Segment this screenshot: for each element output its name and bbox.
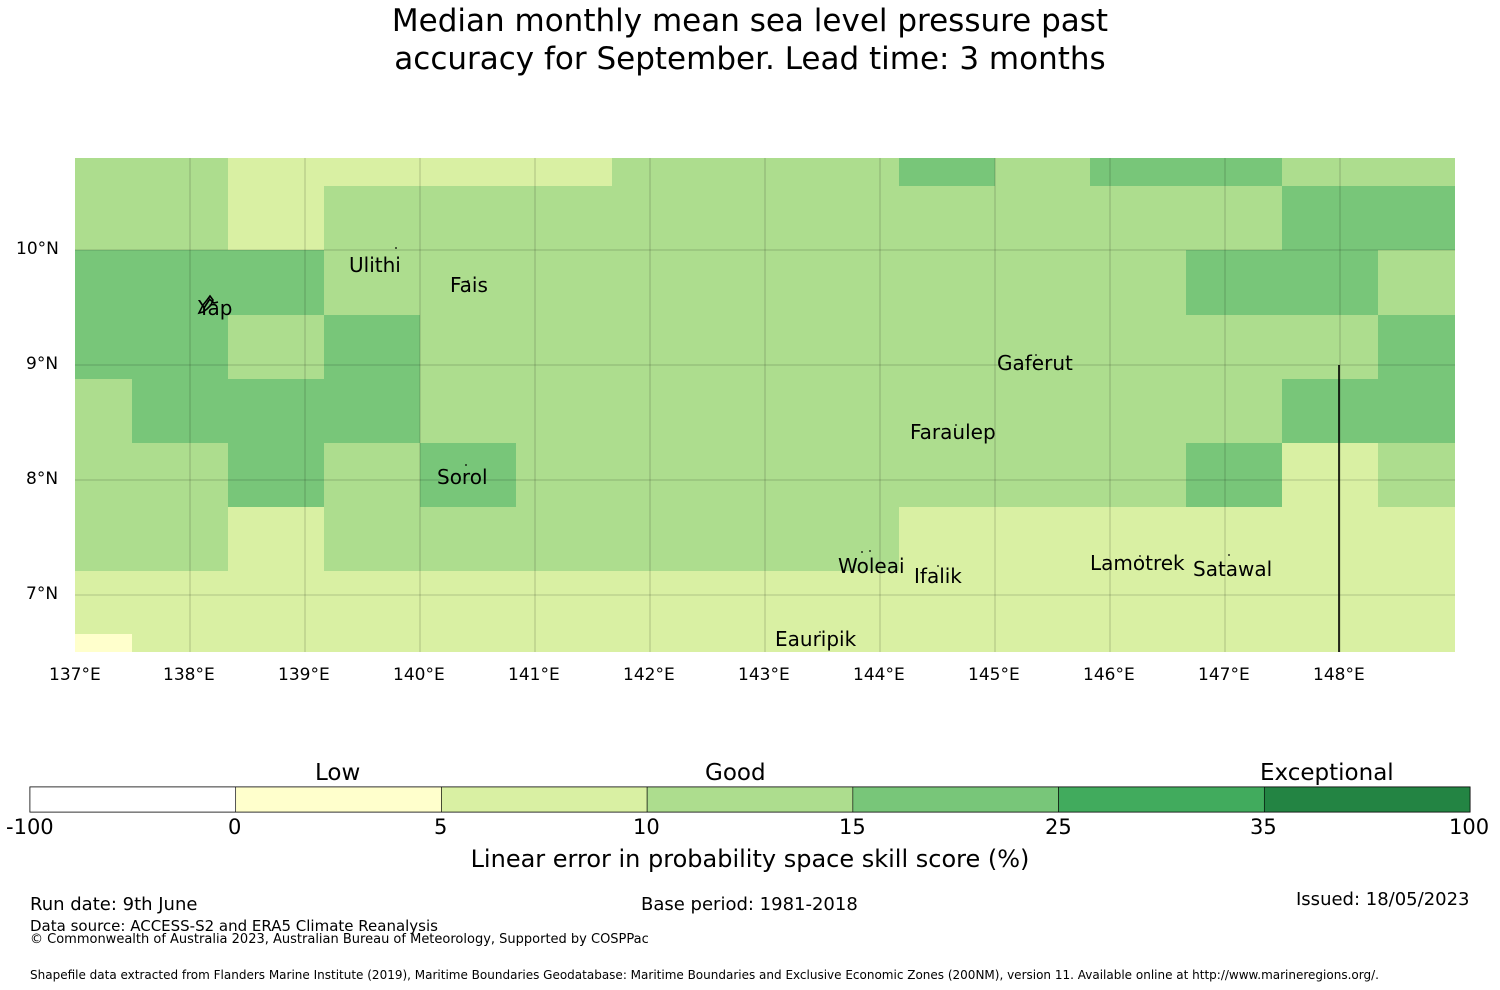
issued-date: Issued: 18/05/2023: [1296, 889, 1470, 910]
cb-tick-0: 0: [228, 815, 242, 839]
lon-label-138e: 138°E: [163, 665, 215, 685]
skill-cell: [1090, 158, 1282, 186]
lon-label-145e: 145°E: [968, 665, 1020, 685]
place-label-lamotrek: Lamotrek: [1090, 551, 1185, 575]
place-label-satawal: Satawal: [1193, 557, 1273, 581]
skill-grid-cells: [75, 158, 1455, 652]
skill-cell: [228, 507, 324, 571]
colorbar-segment: [852, 786, 1059, 813]
place-label-woleai: Woleai: [838, 554, 905, 578]
skill-cell: [228, 443, 324, 507]
lon-label-140e: 140°E: [393, 665, 445, 685]
copyright: © Commonwealth of Australia 2023, Austra…: [30, 932, 649, 947]
island-markers: [395, 247, 1230, 633]
skill-cell: [1282, 379, 1455, 443]
lon-label-148e: 148°E: [1313, 665, 1365, 685]
skill-cell: [75, 315, 228, 379]
cb-tick--100: -100: [6, 815, 54, 839]
cb-tick-10: 10: [633, 815, 660, 839]
skill-cell: [420, 443, 516, 507]
place-label-yap: Yap: [198, 296, 233, 320]
place-label-ulithi: Ulithi: [349, 253, 401, 277]
skill-cell: [75, 634, 132, 652]
colorbar-segment: [1058, 786, 1265, 813]
colorbar-segment: [1263, 786, 1471, 813]
skill-cell: [228, 186, 324, 250]
skill-cell: [1282, 443, 1378, 507]
lat-label-7n: 7°N: [26, 584, 59, 604]
place-label-gaferut: Gaferut: [997, 351, 1073, 375]
colorbar-title: Linear error in probability space skill …: [470, 845, 1030, 873]
place-label-ifalik: Ifalik: [914, 564, 962, 588]
base-period: Base period: 1981-2018: [641, 894, 858, 915]
cb-tick-35: 35: [1250, 815, 1277, 839]
run-date: Run date: 9th June: [30, 894, 198, 915]
data-source: Data source: ACCESS-S2 and ERA5 Climate …: [30, 917, 438, 935]
skill-cell: [324, 315, 420, 379]
lon-label-146e: 146°E: [1083, 665, 1135, 685]
title-line-2: accuracy for September. Lead time: 3 mon…: [394, 41, 1106, 77]
lon-label-141e: 141°E: [508, 665, 560, 685]
skill-cell: [1282, 186, 1455, 250]
place-label-sorol: Sorol: [437, 465, 488, 489]
legend-category-exceptional: Exceptional: [1260, 760, 1394, 786]
colorbar-segment: [29, 786, 237, 813]
title-line-1: Median monthly mean sea level pressure p…: [391, 3, 1109, 39]
place-label-fais: Fais: [450, 273, 488, 297]
skill-cell: [75, 571, 1455, 652]
place-label-faraulep: Faraulep: [910, 420, 996, 444]
skill-cell: [1186, 250, 1378, 315]
skill-cell: [1186, 443, 1282, 507]
lat-label-8n: 8°N: [26, 469, 59, 489]
lon-label-144e: 144°E: [853, 665, 905, 685]
colorbar-segment: [646, 786, 854, 813]
lon-label-137e: 137°E: [49, 665, 101, 685]
lon-label-147e: 147°E: [1198, 665, 1250, 685]
cb-tick-5: 5: [434, 815, 448, 839]
cb-tick-100: 100: [1449, 815, 1490, 839]
skill-cell: [75, 250, 324, 315]
lon-label-143e: 143°E: [738, 665, 790, 685]
lon-label-142e: 142°E: [623, 665, 675, 685]
colorbar: [29, 786, 1471, 813]
skill-cell: [228, 158, 612, 186]
lon-label-139e: 139°E: [278, 665, 330, 685]
lat-label-10n: 10°N: [16, 239, 59, 259]
lat-label-9n: 9°N: [26, 354, 59, 374]
legend-category-good: Good: [705, 760, 766, 786]
graticule: [75, 158, 1455, 652]
legend-category-low: Low: [315, 760, 361, 786]
shapefile-credit: Shapefile data extracted from Flanders M…: [30, 968, 1379, 982]
skill-cell: [899, 158, 995, 186]
colorbar-segment: [235, 786, 442, 813]
cb-tick-25: 25: [1045, 815, 1072, 839]
skill-cell: [132, 379, 420, 443]
cb-tick-15: 15: [839, 815, 866, 839]
yap-island-shape: [197, 294, 219, 315]
skill-cell: [899, 507, 1455, 571]
place-label-eauripik: Eauripik: [775, 627, 857, 651]
colorbar-segment: [441, 786, 648, 813]
skill-cell: [1378, 315, 1455, 379]
chart-title: Median monthly mean sea level pressure p…: [0, 2, 1500, 78]
